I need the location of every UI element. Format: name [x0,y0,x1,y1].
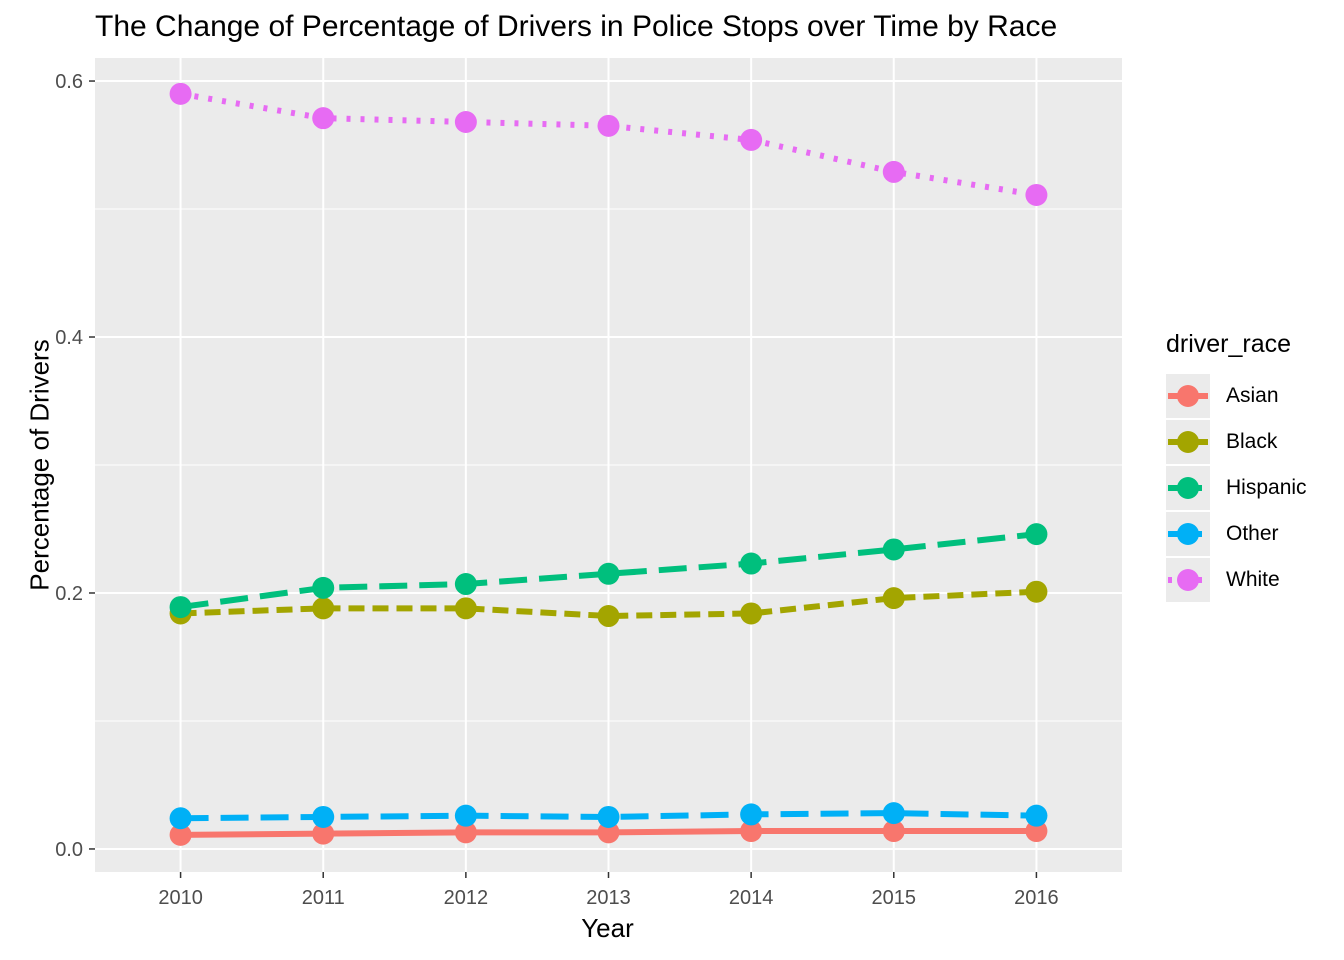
legend-item-white: White [1166,558,1326,604]
data-point-asian [454,821,477,844]
data-point-other [169,807,192,830]
data-point-white [1025,183,1048,206]
legend-label-white: White [1226,568,1280,591]
data-point-other [882,802,905,825]
data-point-hispanic [740,552,763,575]
legend-item-hispanic: Hispanic [1166,466,1326,512]
data-point-hispanic [597,562,620,585]
data-point-black [1025,580,1048,603]
x-tick-label: 2015 [872,887,917,909]
data-point-other [312,805,335,828]
data-point-black [312,597,335,620]
legend-label-other: Other [1226,522,1279,545]
legend-label-asian: Asian [1226,384,1279,407]
legend-point-white [1177,569,1199,591]
data-point-white [169,82,192,105]
data-point-asian [597,821,620,844]
data-point-black [454,597,477,620]
series-layer [169,82,1048,846]
data-point-other [740,803,763,826]
x-tick-label: 2011 [302,887,345,909]
data-point-white [597,114,620,137]
data-point-white [740,128,763,151]
data-point-white [454,110,477,133]
data-point-hispanic [454,573,477,596]
y-tick-label: 0.4 [55,327,83,349]
data-point-black [740,602,763,625]
legend-key-asian [1166,374,1210,418]
x-tick-label: 2012 [444,887,489,909]
x-tick-label: 2010 [158,887,203,909]
legend-item-black: Black [1166,420,1326,466]
chart-title: The Change of Percentage of Drivers in P… [95,10,1058,43]
legend-key-white [1166,558,1210,602]
y-tick-label: 0.2 [55,583,83,605]
data-point-white [312,107,335,130]
legend-point-asian [1177,385,1199,407]
data-point-white [882,160,905,183]
data-point-hispanic [312,576,335,599]
x-tick-label: 2014 [729,887,774,909]
legend-item-asian: Asian [1166,374,1326,420]
data-point-hispanic [882,538,905,561]
x-tick-label: 2013 [586,887,631,909]
data-point-asian [1025,820,1048,843]
data-point-black [597,605,620,628]
legend-label-black: Black [1226,430,1278,453]
data-point-asian [169,823,192,846]
data-point-other [454,804,477,827]
y-tick-label: 0.6 [55,71,83,93]
legend-title: driver_race [1166,330,1292,358]
legend-label-hispanic: Hispanic [1226,476,1307,499]
legend-item-other: Other [1166,512,1326,558]
y-axis-label: Percentage of Drivers [24,339,55,591]
data-point-hispanic [169,596,192,619]
legend-key-hispanic [1166,466,1210,510]
data-point-hispanic [1025,523,1048,546]
legend-point-other [1177,523,1199,545]
data-point-asian [882,820,905,843]
x-tick-label: 2016 [1014,887,1059,909]
data-point-other [597,805,620,828]
data-point-asian [740,820,763,843]
data-point-asian [312,822,335,845]
legend-point-hispanic [1177,477,1199,499]
legend-key-black [1166,420,1210,464]
legend-point-black [1177,431,1199,453]
y-tick-label: 0.0 [55,839,83,861]
axis-layer: 0.0 0.2 0.4 0.6 2010 2011 2012 2013 2014 2015 2016 [55,71,1058,909]
legend-key-other [1166,512,1210,556]
data-point-black [882,587,905,610]
data-point-other [1025,804,1048,827]
x-axis-label: Year [581,913,634,943]
